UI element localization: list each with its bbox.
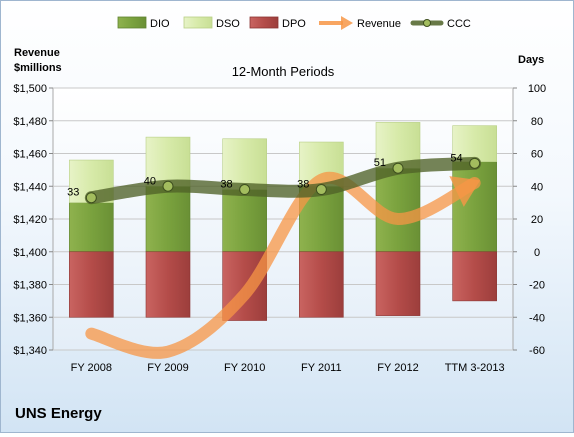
ccc-marker: [85, 192, 97, 204]
bar-dio: [69, 202, 114, 253]
left-axis: $1,340 $1,360 $1,380 $1,400 $1,420 $1,440 $1,4…: [13, 83, 53, 357]
bar-dio: [452, 161, 497, 253]
lines: 33 40 38 38 51 54: [67, 152, 482, 359]
right-tick-label: -60: [529, 345, 545, 357]
legend-dso-label: DSO: [216, 18, 240, 30]
ccc-data-label: 33: [67, 187, 79, 199]
bar-dpo: [375, 251, 421, 316]
bar-dio: [145, 185, 191, 253]
line-revenue: [85, 171, 481, 359]
x-tick-label: FY 2008: [71, 362, 112, 374]
left-tick-label: $1,380: [13, 280, 47, 292]
x-tick-label: FY 2012: [377, 362, 418, 374]
ccc-marker: [315, 184, 327, 196]
ccc-data-label: 38: [297, 179, 309, 191]
legend-revenue-label: Revenue: [357, 18, 401, 30]
bar-dpo: [452, 251, 497, 302]
x-tick-label: FY 2011: [301, 362, 342, 374]
left-tick-label: $1,440: [13, 181, 47, 193]
ccc-data-label: 40: [144, 175, 156, 187]
left-tick-label: $1,500: [13, 83, 47, 95]
right-tick-label: 80: [531, 116, 543, 128]
right-tick-label: -20: [529, 280, 545, 292]
x-tick-label: FY 2010: [224, 362, 265, 374]
bars: [69, 122, 497, 321]
bar-dpo: [145, 251, 191, 318]
x-tick-label: FY 2009: [147, 362, 188, 374]
legend-ccc-label: CCC: [447, 18, 471, 30]
bar-dpo: [69, 251, 114, 318]
right-tick-label: 60: [531, 149, 543, 161]
legend-dpo-label: DPO: [282, 18, 306, 30]
ccc-marker: [392, 162, 404, 174]
right-tick-label: 20: [531, 214, 543, 226]
legend-dio-label: DIO: [150, 18, 170, 30]
left-tick-label: $1,420: [13, 214, 47, 226]
left-axis-label-line2: $millions: [14, 62, 62, 74]
left-tick-label: $1,340: [13, 345, 47, 357]
chart-title: 12-Month Periods: [232, 64, 335, 79]
legend-dpo-swatch: [249, 16, 279, 29]
legend-dso-swatch: [183, 16, 213, 29]
left-tick-label: $1,480: [13, 116, 47, 128]
revenue-arrowhead: [449, 176, 481, 207]
ccc-marker: [469, 157, 481, 169]
bar-dso: [452, 125, 497, 162]
right-tick-label: -40: [529, 312, 545, 324]
legend: DIO DSO DPO Revenue CCC: [117, 16, 471, 30]
left-tick-label: $1,460: [13, 149, 47, 161]
left-tick-label: $1,360: [13, 312, 47, 324]
x-axis: FY 2008 FY 2009 FY 2010 FY 2011 FY 2012 TTM 3…: [71, 362, 505, 374]
bar-dso: [145, 136, 191, 187]
ccc-marker: [239, 184, 251, 196]
bar-dso: [222, 138, 267, 190]
line-ccc: [84, 156, 482, 205]
ccc-data-label: 38: [220, 179, 232, 191]
x-tick-label: TTM 3-2013: [445, 362, 505, 374]
ccc-data-label: 51: [374, 157, 386, 169]
right-tick-label: 40: [531, 181, 543, 193]
right-tick-label: 100: [528, 83, 546, 95]
left-axis-label-line1: Revenue: [14, 47, 60, 59]
legend-ccc-marker: [423, 19, 431, 27]
legend-dio-swatch: [117, 16, 147, 29]
right-axis-label: Days: [518, 54, 544, 66]
bar-dio: [222, 189, 267, 253]
right-tick-label: 0: [534, 247, 540, 259]
legend-revenue-arrowhead: [341, 16, 353, 30]
left-tick-label: $1,400: [13, 247, 47, 259]
right-axis: -60 -40 -20 0 20 40 60 80 100: [513, 83, 546, 357]
ccc-data-label: 54: [450, 152, 462, 164]
bar-dpo: [299, 251, 344, 318]
company-name: UNS Energy: [15, 405, 102, 422]
ccc-marker: [162, 180, 174, 192]
